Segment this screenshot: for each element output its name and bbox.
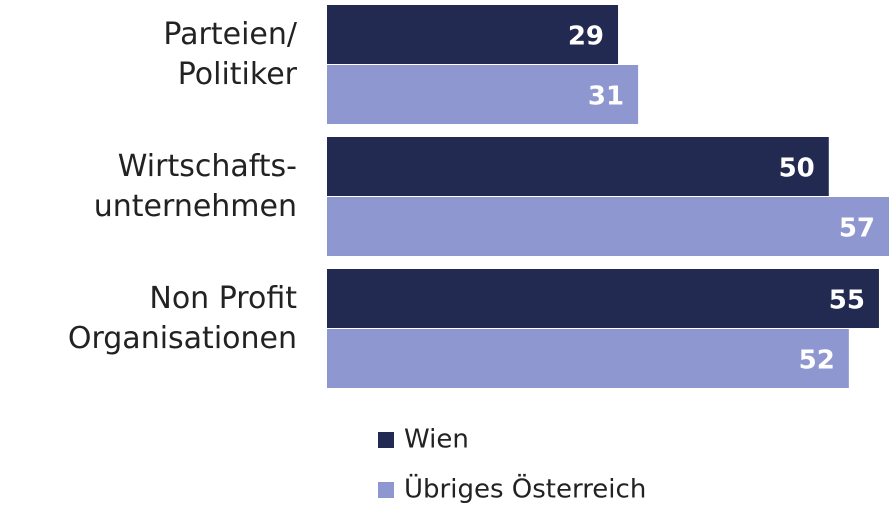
bar: [327, 5, 619, 64]
bar: [327, 137, 829, 196]
legend-label: Wien: [404, 425, 469, 455]
data-label: 55: [829, 286, 865, 316]
legend-swatch: [378, 482, 394, 498]
category-label: Non Profit Organisationen: [67, 281, 297, 356]
bar: [327, 329, 849, 388]
bar: [327, 269, 879, 328]
legend-label: Übriges Österreich: [404, 473, 646, 505]
data-label: 29: [568, 22, 604, 52]
legend-swatch: [378, 432, 394, 448]
data-label: 52: [799, 346, 835, 376]
bar: [327, 197, 889, 256]
data-label: 57: [839, 214, 875, 244]
category-label: Wirtschafts- unternehmen: [93, 149, 297, 224]
data-label: 31: [588, 82, 624, 112]
data-label: 50: [779, 154, 815, 184]
category-label: Parteien/ Politiker: [163, 17, 297, 92]
bar: [327, 65, 639, 124]
